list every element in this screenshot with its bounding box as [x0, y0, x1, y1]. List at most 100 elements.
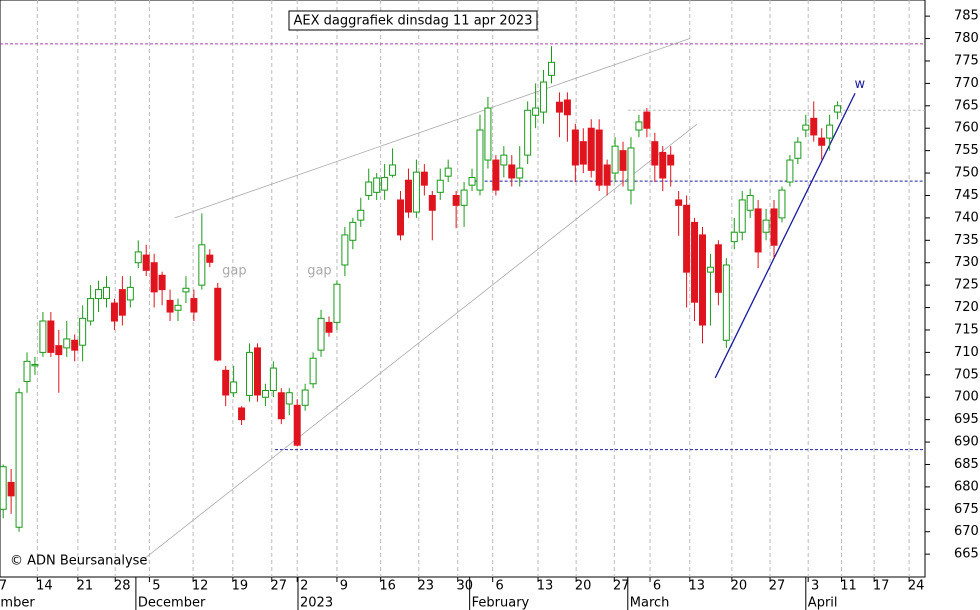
y-tick-label: 750: [954, 166, 979, 181]
candle-body: [500, 154, 508, 166]
candle-body: [579, 141, 587, 165]
x-tick-label: 19: [232, 579, 249, 594]
y-tick-label: 705: [954, 367, 979, 382]
candle-body: [333, 283, 341, 323]
month-label: February: [472, 596, 530, 610]
month-label: March: [630, 596, 670, 610]
x-tick-label: 30: [456, 579, 473, 594]
y-tick-label: 700: [954, 390, 979, 405]
candle-body: [71, 339, 79, 351]
x-tick-label: 27: [271, 579, 288, 594]
annotation: gap: [307, 264, 331, 279]
candle-body: [301, 389, 309, 406]
candle-body: [714, 244, 722, 293]
candle-body: [7, 481, 15, 497]
candle-body: [667, 154, 675, 166]
candle-body: [563, 99, 571, 116]
candle-body: [691, 221, 699, 303]
y-tick-label: 765: [954, 98, 979, 113]
candle-body: [476, 129, 484, 191]
annotation: w: [855, 77, 866, 92]
candle-body: [675, 199, 683, 206]
candle-body: [39, 320, 47, 353]
y-tick-label: 740: [954, 210, 979, 225]
candle-body: [253, 347, 261, 396]
candle-body: [198, 244, 206, 286]
y-tick-label: 720: [954, 300, 979, 315]
candle-body: [63, 338, 71, 349]
candle-body: [349, 221, 357, 241]
y-tick-label: 745: [954, 188, 979, 203]
y-tick-label: 710: [954, 345, 979, 360]
candle-body: [166, 299, 174, 313]
y-tick-label: 695: [954, 412, 979, 427]
candle-body: [786, 159, 794, 183]
candle-body: [659, 151, 667, 179]
candle-body: [548, 61, 556, 76]
candle-body: [595, 129, 603, 186]
candle-body: [277, 392, 285, 420]
candle-body: [492, 159, 500, 191]
candle-body: [269, 367, 277, 391]
x-tick-label: 20: [731, 579, 748, 594]
candle-body: [460, 189, 468, 206]
candle-body: [730, 231, 738, 243]
candle-body: [698, 234, 706, 326]
candle-body: [611, 145, 619, 174]
candle-body: [802, 124, 810, 131]
x-tick-label: 11: [840, 579, 857, 594]
x-tick-label: 28: [114, 579, 131, 594]
x-tick-label: 17: [873, 579, 890, 594]
candle-body: [150, 262, 158, 293]
candle-body: [15, 392, 23, 528]
y-tick-label: 770: [954, 76, 979, 91]
month-label: December: [138, 596, 206, 610]
plot-frame: [0, 0, 926, 578]
candle-body: [516, 167, 524, 179]
y-tick-label: 760: [954, 121, 979, 136]
candle-body: [651, 141, 659, 166]
candle-body: [468, 177, 476, 186]
candle-body: [0, 466, 7, 510]
candle-body: [158, 274, 166, 291]
candle-body: [325, 321, 333, 333]
candle-body: [110, 302, 118, 322]
x-tick-label: 9: [340, 579, 348, 594]
candle-body: [794, 141, 802, 159]
y-tick-label: 670: [954, 524, 979, 539]
candle-body: [810, 117, 818, 136]
candle-body: [341, 234, 349, 266]
y-tick-label: 730: [954, 255, 979, 270]
x-tick-label: 5: [152, 579, 160, 594]
candle-body: [293, 404, 301, 446]
candle-body: [619, 150, 627, 171]
candle-body: [635, 121, 643, 131]
candle-body: [87, 298, 95, 322]
candle-body: [778, 189, 786, 219]
candle-body: [770, 208, 778, 246]
y-tick-label: 725: [954, 278, 979, 293]
candle-body: [389, 164, 397, 176]
candle-body: [309, 357, 317, 385]
x-tick-label: 7: [0, 579, 7, 594]
x-tick-label: 24: [908, 579, 925, 594]
candle-body: [683, 204, 691, 273]
candle-body: [134, 251, 142, 264]
candle-body: [102, 286, 110, 300]
candle-body: [444, 167, 452, 177]
candle-body: [23, 360, 31, 383]
credit: © ADN Beursanalyse: [10, 554, 147, 569]
x-tick-label: 16: [379, 579, 396, 594]
candle-body: [412, 171, 420, 213]
trend-line: [174, 38, 690, 219]
candle-body: [818, 137, 826, 146]
candle-body: [746, 194, 754, 211]
candle-body: [95, 289, 103, 300]
candle-body: [706, 266, 714, 273]
x-tick-label: 2: [300, 579, 308, 594]
candle-body: [79, 317, 87, 346]
candle-body: [540, 81, 548, 113]
x-tick-label: 12: [192, 579, 209, 594]
candle-body: [182, 287, 190, 293]
